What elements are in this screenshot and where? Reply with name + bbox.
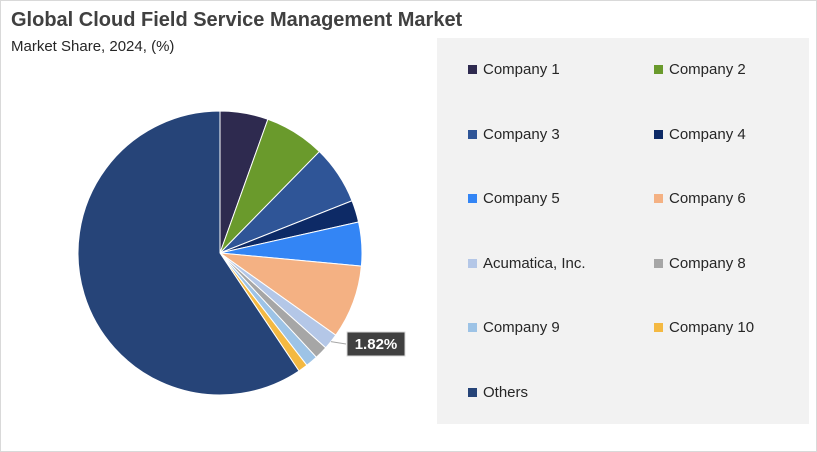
legend-swatch <box>654 258 663 268</box>
data-label-text: 1.82% <box>355 336 398 353</box>
legend-swatch <box>468 194 477 203</box>
legend-item-company-10: Company 10 <box>654 319 754 336</box>
legend-item-company-1: Company 1 <box>468 61 560 78</box>
legend: Company 1 Company 2 Company 3 Company 4 Comp… <box>437 38 809 424</box>
legend-label: Company 9 <box>483 319 560 336</box>
legend-swatch <box>468 387 477 397</box>
legend-swatch <box>468 323 477 332</box>
legend-label: Others <box>483 383 529 401</box>
legend-swatch <box>654 129 663 139</box>
data-label-leader-line <box>330 341 347 345</box>
legend-item-company-4: Company 4 <box>654 126 746 143</box>
legend-swatch <box>654 194 663 203</box>
legend-label: Company 6 <box>669 190 746 207</box>
legend-label: Company 5 <box>483 190 560 207</box>
legend-swatch <box>468 65 477 74</box>
legend-label: Company 4 <box>669 125 746 143</box>
legend-label: Company 2 <box>669 61 746 78</box>
legend-label: Company 10 <box>669 319 755 336</box>
chart-subtitle: Market Share, 2024, (%) <box>11 38 175 55</box>
legend-swatch <box>468 129 477 139</box>
legend-item-company-3: Company 3 <box>468 126 560 143</box>
legend-label: Company 8 <box>669 254 746 272</box>
legend-item-acumatica-inc: Acumatica, Inc. <box>468 255 586 272</box>
legend-swatch <box>654 65 663 74</box>
legend-item-company-8: Company 8 <box>654 255 746 272</box>
data-label-box <box>346 331 406 357</box>
legend-item-others: Others <box>468 384 528 401</box>
legend-item-company-5: Company 5 <box>468 190 560 207</box>
data-label-acumatica-inc: 1.82% <box>346 331 406 357</box>
chart-title: Global Cloud Field Service Management Ma… <box>11 9 463 31</box>
pie-slice-others <box>77 110 300 396</box>
legend-label: Acumatica, Inc. <box>483 254 586 272</box>
legend-item-company-2: Company 2 <box>654 61 746 78</box>
legend-swatch <box>654 323 663 332</box>
legend-item-company-6: Company 6 <box>654 190 746 207</box>
legend-label: Company 1 <box>483 61 560 78</box>
legend-item-company-9: Company 9 <box>468 319 560 336</box>
legend-label: Company 3 <box>483 125 560 143</box>
legend-swatch <box>468 258 477 268</box>
